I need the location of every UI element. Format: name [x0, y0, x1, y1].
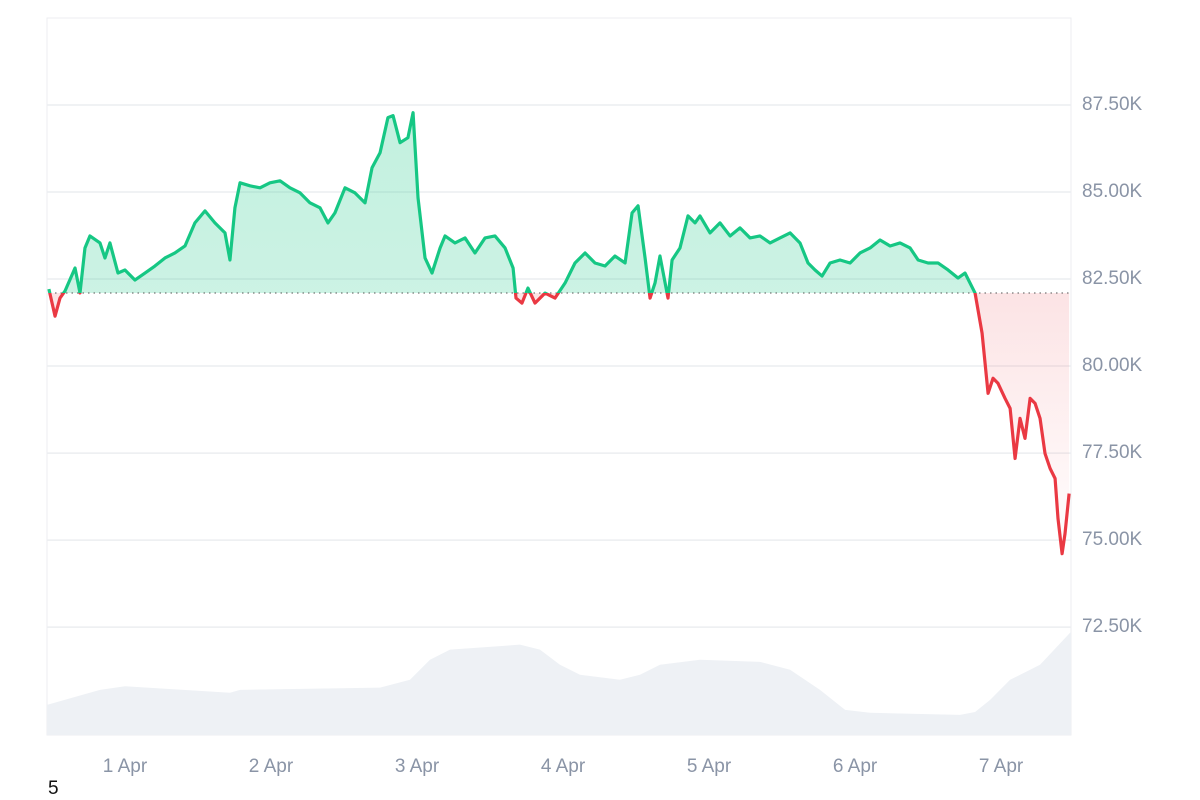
y-tick-label: 75.00K: [1082, 529, 1143, 550]
x-tick-label: 7 Apr: [979, 756, 1024, 777]
y-tick-label: 72.50K: [1082, 616, 1143, 637]
y-tick-label: 80.00K: [1082, 355, 1143, 376]
y-tick-label: 77.50K: [1082, 442, 1143, 463]
price-line: [47, 111, 1071, 556]
x-tick-label: 1 Apr: [103, 756, 148, 777]
y-tick-label: 85.00K: [1082, 181, 1143, 202]
x-tick-label: 2 Apr: [249, 756, 294, 777]
x-tick-label: 3 Apr: [395, 756, 440, 777]
price-area: [48, 112, 1070, 554]
volume-area: [47, 631, 1071, 735]
x-tick-label: 5 Apr: [687, 756, 732, 777]
y-tick-label: 87.50K: [1082, 94, 1143, 115]
y-tick-label: 82.50K: [1082, 268, 1143, 289]
footnote: 5: [48, 778, 59, 799]
x-tick-label: 6 Apr: [833, 756, 878, 777]
x-tick-label: 4 Apr: [541, 756, 586, 777]
